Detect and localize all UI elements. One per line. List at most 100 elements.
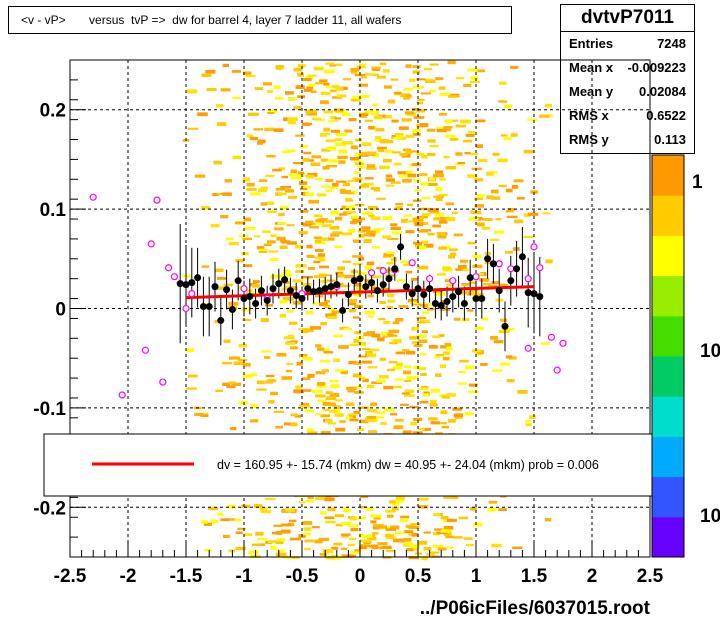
histogram-cell	[323, 110, 334, 114]
histogram-cell	[339, 213, 348, 216]
palette-cell	[652, 526, 684, 538]
histogram-cell	[320, 322, 327, 326]
histogram-cell	[373, 516, 381, 520]
histogram-cell	[373, 139, 384, 142]
palette-cell	[652, 406, 684, 417]
histogram-cell	[411, 163, 422, 166]
histogram-cell	[367, 366, 378, 369]
histogram-cell	[345, 554, 357, 557]
open-point	[118, 391, 126, 399]
profile-point	[176, 280, 184, 288]
histogram-cell	[354, 138, 362, 142]
histogram-cell	[223, 339, 231, 343]
histogram-cell	[506, 215, 518, 219]
palette-cell	[652, 185, 684, 196]
histogram-cell	[260, 186, 268, 191]
histogram-cell	[249, 373, 258, 377]
x-tick-label: -0.5	[286, 566, 319, 587]
histogram-cell	[465, 133, 475, 137]
histogram-cell	[355, 516, 367, 520]
histogram-cell	[476, 193, 485, 198]
histogram-cell	[214, 268, 224, 272]
histogram-cell	[347, 543, 356, 547]
profile-point	[391, 265, 399, 273]
histogram-cell	[440, 516, 449, 520]
histogram-cell	[364, 284, 375, 287]
histogram-cell	[435, 77, 444, 81]
histogram-cell	[358, 534, 366, 538]
histogram-cell	[387, 334, 398, 337]
profile-point	[199, 303, 207, 311]
histogram-cell	[395, 206, 403, 211]
palette-cell	[652, 295, 684, 307]
profile-point	[257, 287, 265, 295]
histogram-cell	[254, 87, 264, 90]
histogram-cell	[421, 311, 430, 314]
histogram-cell	[340, 521, 352, 526]
palette-cell	[652, 255, 684, 267]
histogram-cell	[385, 536, 397, 540]
histogram-cell	[463, 139, 473, 143]
histogram-cell	[449, 496, 459, 500]
histogram-cell	[505, 327, 515, 331]
stats-row-rms-y: RMS y 0.113	[561, 128, 694, 152]
histogram-cell	[292, 301, 302, 305]
histogram-cell	[529, 415, 536, 420]
histogram-cell	[377, 411, 385, 415]
histogram-cell	[208, 507, 219, 511]
histogram-cell	[301, 283, 312, 287]
profile-point	[536, 293, 544, 301]
histogram-cell	[268, 250, 279, 253]
profile-point	[524, 289, 532, 297]
histogram-cell	[329, 379, 339, 383]
histogram-cell	[242, 237, 253, 241]
histogram-cell	[464, 412, 474, 416]
histogram-cell	[413, 116, 425, 119]
histogram-cell	[302, 521, 313, 525]
histogram-cell	[234, 518, 242, 522]
histogram-cell	[438, 246, 447, 250]
histogram-cell	[275, 540, 284, 544]
histogram-cell	[283, 285, 291, 288]
histogram-cell	[363, 233, 371, 237]
histogram-cell	[286, 224, 295, 227]
histogram-cell	[295, 264, 307, 268]
open-point	[559, 339, 567, 347]
profile-point	[188, 279, 196, 287]
histogram-cell	[272, 168, 282, 172]
histogram-cell	[309, 226, 320, 229]
histogram-cell	[403, 263, 413, 267]
histogram-cell	[345, 205, 355, 210]
histogram-cell	[287, 117, 299, 121]
histogram-cell	[359, 94, 370, 98]
histogram-cell	[366, 164, 376, 168]
histogram-cell	[412, 128, 421, 133]
histogram-cell	[242, 362, 251, 367]
histogram-cell	[421, 213, 431, 217]
histogram-cell	[217, 512, 224, 516]
histogram-cell	[288, 321, 298, 325]
profile-point	[402, 283, 410, 291]
histogram-cell	[544, 517, 552, 522]
x-tick-label: 1.5	[521, 566, 548, 587]
histogram-cell	[352, 219, 363, 223]
profile-point	[385, 275, 393, 283]
histogram-cell	[362, 229, 370, 232]
histogram-cell	[441, 395, 451, 399]
histogram-cell	[364, 310, 376, 315]
histogram-cell	[341, 534, 349, 538]
histogram-cell	[278, 192, 287, 196]
histogram-cell	[443, 126, 453, 129]
histogram-cell	[267, 210, 277, 214]
histogram-cell	[470, 153, 479, 156]
histogram-cell	[461, 290, 470, 295]
histogram-cell	[347, 413, 358, 416]
histogram-cell	[504, 251, 514, 254]
histogram-cell	[288, 173, 300, 176]
profile-point	[501, 322, 509, 330]
histogram-cell	[345, 402, 355, 406]
histogram-cell	[314, 249, 324, 252]
histogram-cell	[429, 89, 436, 93]
histogram-cell	[265, 174, 275, 177]
histogram-cell	[348, 118, 357, 122]
